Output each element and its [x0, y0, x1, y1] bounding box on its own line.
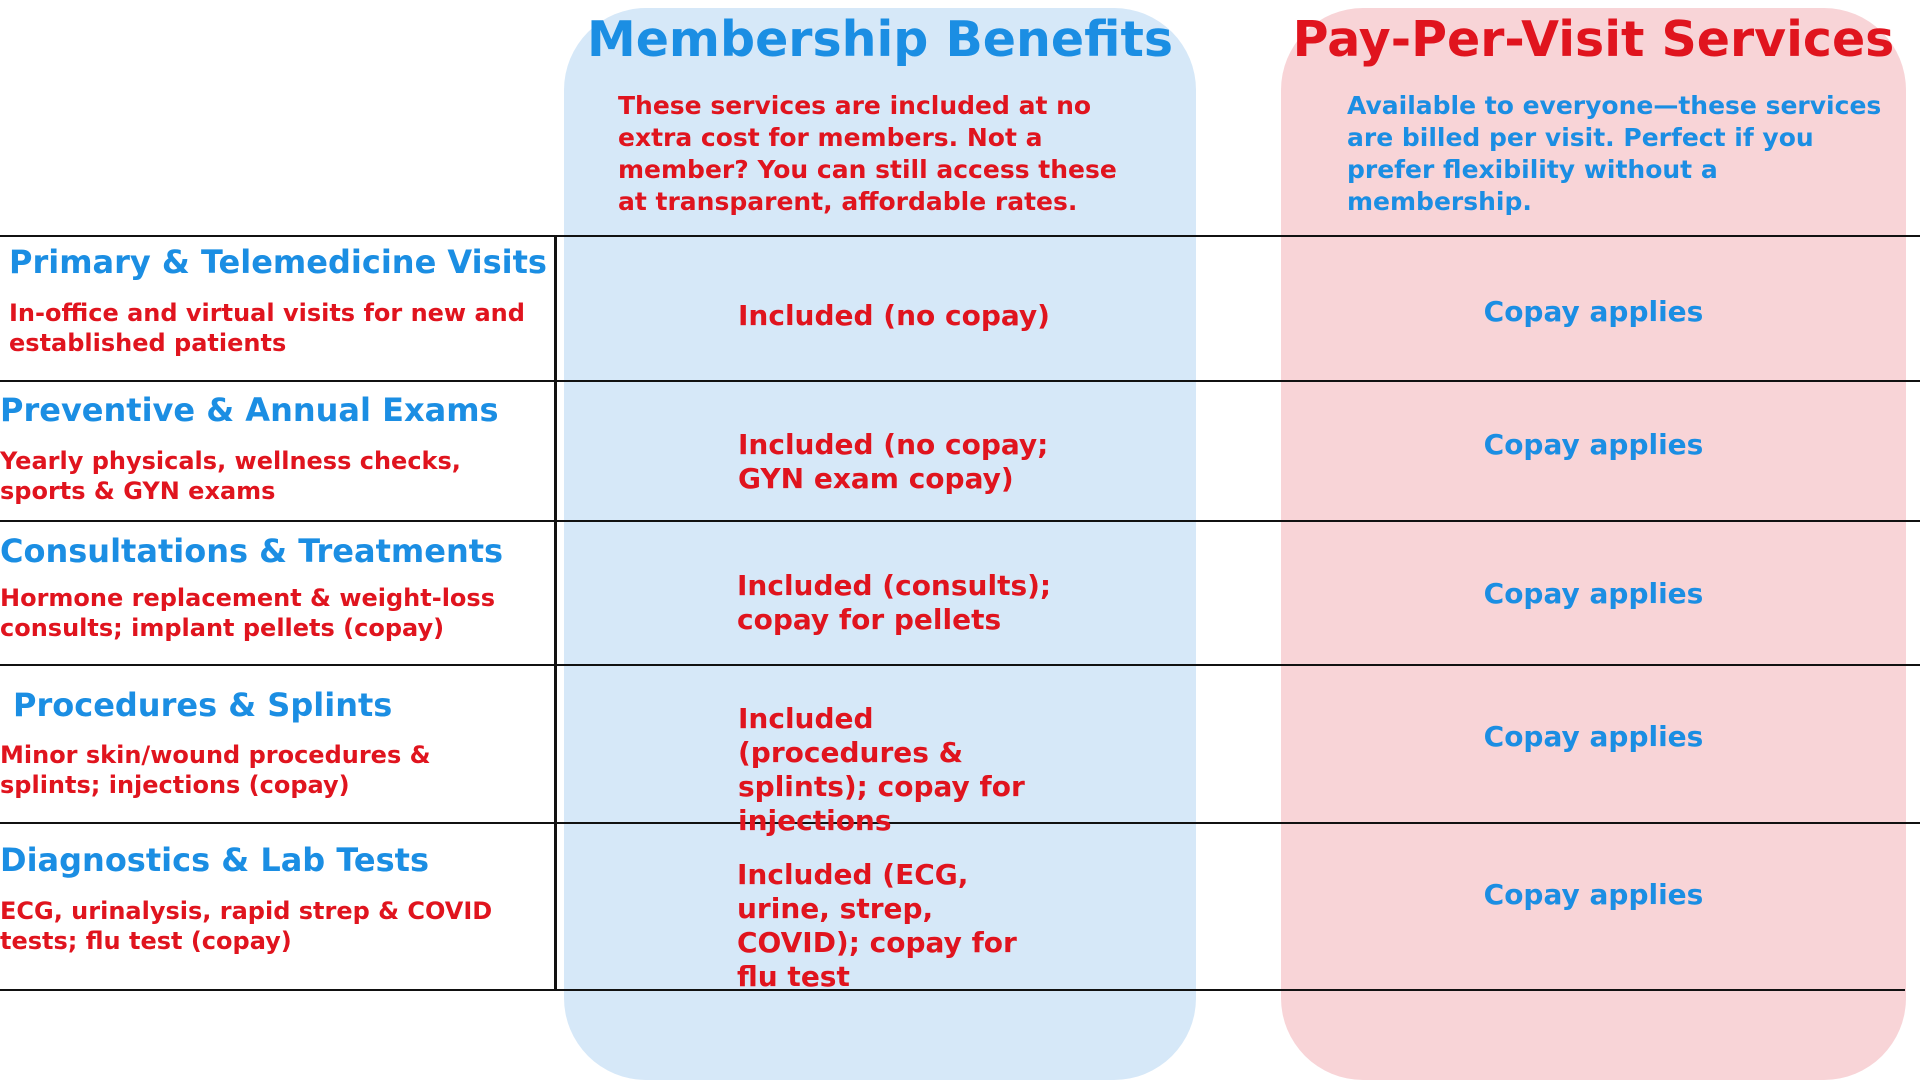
pay-per-visit-cell-primary-telemedicine: Copay applies	[1483, 295, 1704, 328]
pay-per-visit-cell-procedures-splints: Copay applies	[1483, 720, 1704, 753]
membership-column-title: Membership Benefits	[586, 11, 1174, 68]
pay-per-visit-column-background	[1281, 8, 1906, 1080]
pay-per-visit-cell-consultations-treatments: Copay applies	[1483, 577, 1704, 610]
row-title-diagnostics-lab: Diagnostics & Lab Tests	[0, 841, 430, 879]
row-description-consultations-treatments: Hormone replacement & weight-loss consul…	[0, 584, 495, 642]
row-description-procedures-splints: Minor skin/wound procedures & splints; i…	[0, 741, 431, 799]
row-title-consultations-treatments: Consultations & Treatments	[0, 532, 504, 570]
row-title-primary-telemedicine: Primary & Telemedicine Visits	[9, 243, 547, 281]
membership-cell-preventive-annual: Included (no copay; GYN exam copay)	[738, 428, 1049, 495]
row-description-preventive-annual: Yearly physicals, wellness checks, sport…	[0, 447, 461, 505]
row-divider	[0, 235, 1920, 237]
membership-column-description: These services are included at no extra …	[618, 91, 1117, 216]
pay-per-visit-column-description: Available to everyone—these services are…	[1347, 91, 1882, 216]
row-divider	[0, 520, 1920, 522]
row-divider	[0, 380, 1920, 382]
membership-cell-primary-telemedicine: Included (no copay)	[738, 299, 1050, 332]
membership-cell-diagnostics-lab: Included (ECG, urine, strep, COVID); cop…	[737, 858, 1017, 993]
row-title-procedures-splints: Procedures & Splints	[13, 686, 393, 724]
pay-per-visit-cell-diagnostics-lab: Copay applies	[1483, 878, 1704, 911]
row-divider	[0, 989, 1905, 991]
membership-cell-procedures-splints: Included (procedures & splints); copay f…	[738, 702, 1025, 837]
row-divider	[0, 664, 1920, 666]
membership-cell-consultations-treatments: Included (consults); copay for pellets	[737, 569, 1052, 636]
table-vertical-divider	[554, 236, 557, 990]
membership-column-background	[564, 8, 1196, 1080]
row-divider	[0, 822, 1920, 824]
pay-per-visit-cell-preventive-annual: Copay applies	[1483, 428, 1704, 461]
row-title-preventive-annual: Preventive & Annual Exams	[0, 391, 499, 429]
pay-per-visit-column-title: Pay-Per-Visit Services	[1292, 11, 1895, 68]
row-description-diagnostics-lab: ECG, urinalysis, rapid strep & COVID tes…	[0, 897, 493, 955]
row-description-primary-telemedicine: In-office and virtual visits for new and…	[9, 299, 525, 357]
